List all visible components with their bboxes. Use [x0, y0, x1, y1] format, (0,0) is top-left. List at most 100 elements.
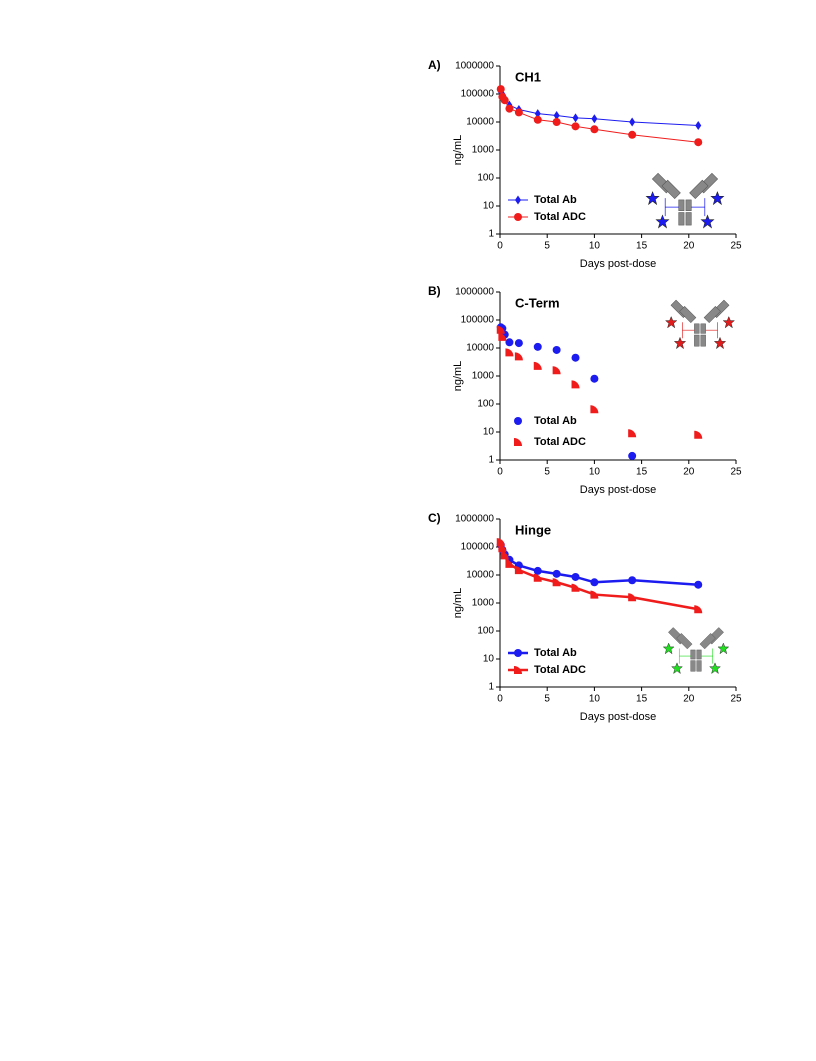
- data-point: [505, 559, 514, 568]
- legend-label: Total Ab: [534, 415, 577, 427]
- y-tick-label: 1000000: [455, 61, 494, 72]
- y-tick-label: 100: [477, 626, 494, 637]
- y-tick-label: 100: [477, 173, 494, 184]
- series-line: [499, 541, 699, 611]
- legend-marker: [514, 438, 522, 446]
- data-point: [571, 122, 580, 131]
- y-tick-label: 1000000: [455, 514, 494, 525]
- y-tick-label: 100: [477, 399, 494, 410]
- y-tick-label: 1000: [472, 145, 495, 156]
- legend-marker: [515, 195, 521, 205]
- y-tick-label: 10: [483, 427, 495, 438]
- legend-label: Total ADC: [534, 211, 586, 223]
- y-tick-label: 10: [483, 201, 495, 212]
- y-tick-label: 10000: [466, 343, 494, 354]
- data-point: [514, 339, 523, 348]
- x-tick-label: 25: [730, 467, 742, 478]
- x-tick-label: 0: [497, 467, 503, 478]
- data-point: [571, 353, 580, 362]
- x-axis-label: Days post-dose: [580, 711, 656, 723]
- data-point: [628, 576, 637, 585]
- data-point: [628, 593, 637, 602]
- data-point: [694, 605, 703, 614]
- x-tick-label: 25: [730, 241, 742, 252]
- data-point: [505, 104, 514, 113]
- data-point: [590, 578, 599, 587]
- x-tick-label: 10: [589, 694, 601, 705]
- data-point: [552, 345, 561, 354]
- antibody-icon: [665, 299, 735, 350]
- x-tick-label: 0: [497, 694, 503, 705]
- x-axis-label: Days post-dose: [580, 484, 656, 496]
- data-point: [496, 85, 505, 94]
- data-point: [552, 366, 561, 375]
- panel-label: A): [428, 58, 441, 72]
- x-tick-label: 5: [544, 467, 550, 478]
- y-axis-label: ng/mL: [452, 361, 464, 392]
- series-line: [499, 544, 699, 586]
- data-point: [500, 551, 509, 560]
- data-point: [514, 352, 523, 361]
- data-point: [514, 108, 523, 117]
- data-point: [590, 125, 599, 134]
- data-point: [571, 583, 580, 592]
- y-tick-label: 100000: [461, 315, 495, 326]
- data-point: [533, 573, 542, 582]
- data-point: [695, 120, 702, 130]
- data-point: [533, 361, 542, 370]
- y-tick-label: 1: [488, 682, 494, 693]
- data-point: [496, 538, 505, 547]
- legend-label: Total Ab: [534, 194, 577, 206]
- data-point: [694, 138, 703, 147]
- x-tick-label: 15: [636, 467, 648, 478]
- data-point: [628, 429, 637, 438]
- data-point: [590, 374, 599, 383]
- data-point: [498, 544, 507, 553]
- data-point: [533, 342, 542, 351]
- y-tick-label: 10000: [466, 117, 494, 128]
- data-point: [498, 332, 507, 341]
- panel-label: C): [428, 511, 441, 525]
- legend-marker: [514, 649, 522, 657]
- x-tick-label: 15: [636, 694, 648, 705]
- data-point: [500, 96, 509, 105]
- data-point: [694, 580, 703, 589]
- data-point: [496, 325, 505, 334]
- y-tick-label: 10: [483, 654, 495, 665]
- y-tick-label: 1000000: [455, 287, 494, 298]
- data-point: [534, 109, 541, 119]
- data-point: [505, 348, 514, 357]
- x-tick-label: 10: [589, 241, 601, 252]
- x-tick-label: 20: [683, 694, 695, 705]
- legend-marker: [514, 417, 522, 425]
- y-tick-label: 100000: [461, 542, 495, 553]
- series-line: [500, 91, 699, 126]
- y-tick-label: 1: [488, 455, 494, 466]
- x-tick-label: 15: [636, 241, 648, 252]
- data-point: [571, 380, 580, 389]
- chart-title: Hinge: [515, 522, 551, 537]
- data-point: [590, 590, 599, 599]
- y-axis-label: ng/mL: [452, 135, 464, 166]
- data-point: [553, 111, 560, 121]
- series-line: [500, 88, 699, 143]
- data-point: [514, 566, 523, 575]
- panel-label: B): [428, 284, 441, 298]
- x-tick-label: 20: [683, 467, 695, 478]
- y-tick-label: 1: [488, 229, 494, 240]
- y-tick-label: 10000: [466, 570, 494, 581]
- legend-label: Total Ab: [534, 647, 577, 659]
- y-tick-label: 1000: [472, 598, 495, 609]
- antibody-icon: [645, 172, 725, 229]
- data-point: [629, 117, 636, 127]
- data-point: [552, 569, 561, 578]
- data-point: [533, 115, 542, 124]
- data-point: [694, 430, 703, 439]
- legend-label: Total ADC: [534, 664, 586, 676]
- data-point: [628, 451, 637, 460]
- x-axis-label: Days post-dose: [580, 258, 656, 270]
- data-point: [628, 130, 637, 139]
- data-point: [571, 572, 580, 581]
- data-point: [533, 566, 542, 575]
